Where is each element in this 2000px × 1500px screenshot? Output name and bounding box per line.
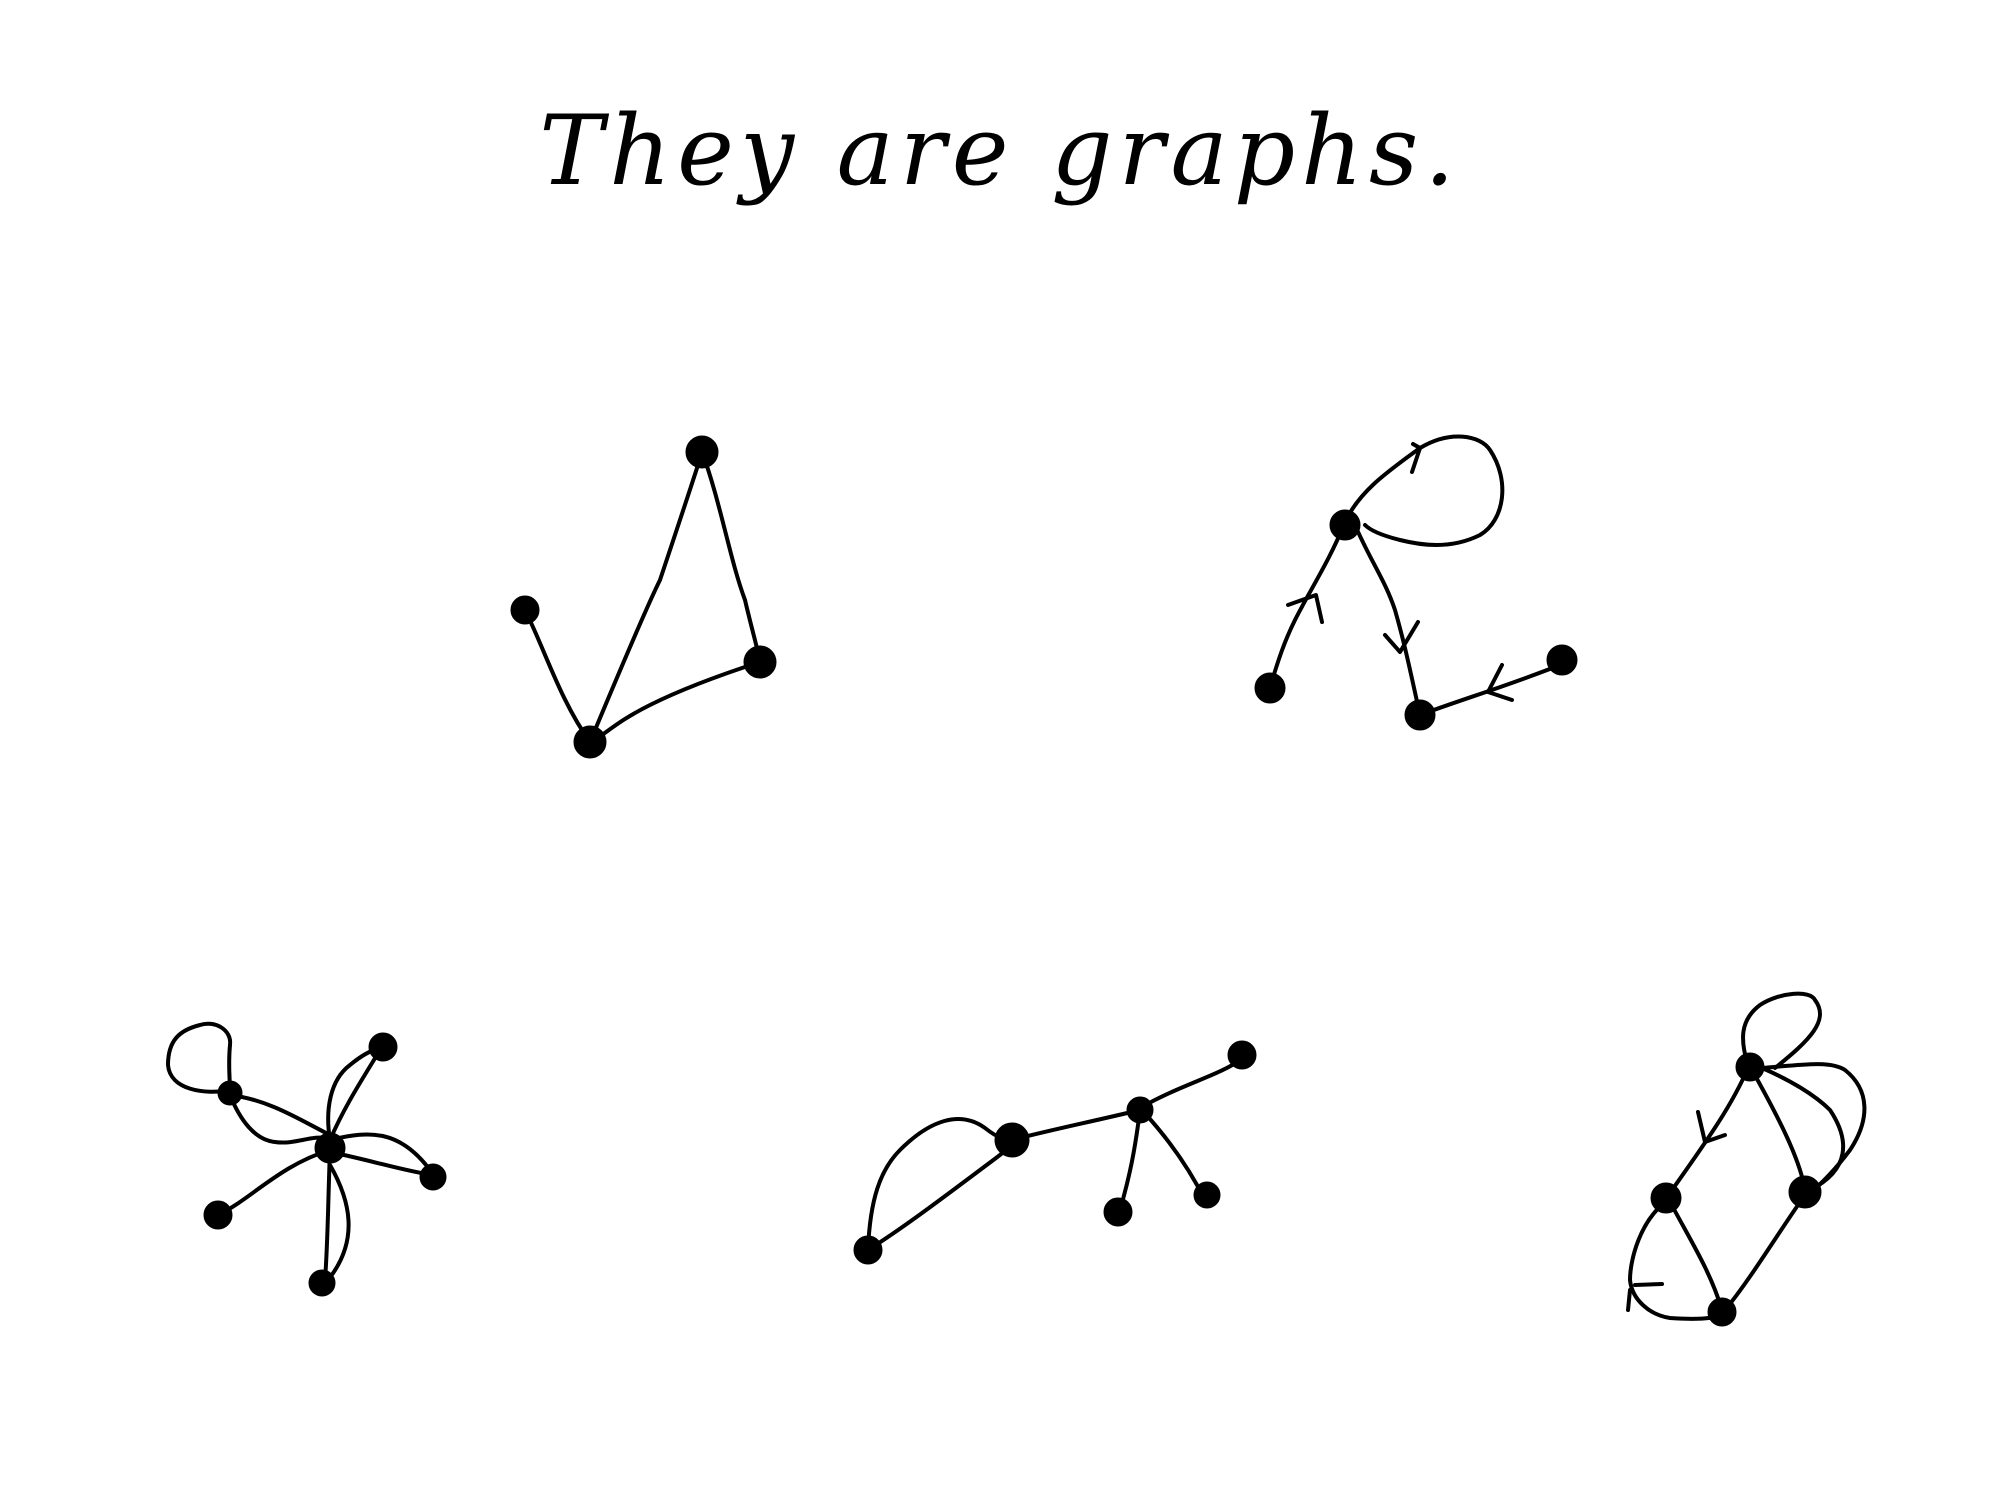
edge — [1666, 1196, 1724, 1312]
edge — [1760, 1062, 1867, 1197]
node — [1546, 644, 1578, 676]
node — [1254, 672, 1286, 704]
edge — [700, 450, 762, 664]
arrow-head — [1286, 593, 1324, 624]
node — [203, 1200, 233, 1230]
node — [1126, 1096, 1154, 1124]
edge — [523, 608, 592, 744]
arrow-head — [1696, 1110, 1727, 1144]
node — [1103, 1197, 1133, 1227]
node — [1329, 509, 1361, 541]
edge — [1750, 1068, 1807, 1192]
node — [314, 1132, 346, 1164]
node — [1707, 1297, 1737, 1327]
node — [1788, 1175, 1822, 1209]
arrow-head — [1486, 663, 1514, 702]
arrow-head — [1410, 442, 1422, 474]
arrow-head — [1383, 620, 1420, 654]
edge-loop — [1343, 434, 1505, 547]
edge — [588, 450, 704, 744]
edge — [228, 1093, 332, 1137]
graph-tree — [853, 1040, 1257, 1265]
node — [853, 1235, 883, 1265]
edge — [590, 660, 762, 744]
edge — [1010, 1108, 1142, 1142]
graph-star — [166, 1021, 447, 1297]
edge — [1138, 1106, 1207, 1202]
node — [217, 1080, 243, 1106]
edge — [228, 1093, 332, 1145]
node — [1735, 1052, 1765, 1082]
edge — [866, 1117, 1014, 1252]
edge — [326, 1163, 351, 1282]
page-title: They are graphs. — [539, 95, 1461, 207]
node — [1227, 1040, 1257, 1070]
node — [1193, 1181, 1221, 1209]
node — [685, 435, 719, 469]
node — [994, 1122, 1030, 1158]
node — [308, 1269, 336, 1297]
edge — [1268, 520, 1347, 690]
graph-cycle — [1626, 991, 1867, 1327]
node — [1404, 699, 1436, 731]
edge — [1628, 1198, 1724, 1321]
edge — [323, 1148, 332, 1282]
edge — [1353, 523, 1422, 717]
edge — [328, 1132, 432, 1172]
node — [573, 725, 607, 759]
edge — [1626, 1282, 1664, 1312]
node — [743, 645, 777, 679]
edge — [1723, 1193, 1807, 1312]
edge — [1663, 1066, 1750, 1202]
graph-triangle — [510, 435, 777, 759]
edge-loop — [1741, 991, 1822, 1070]
node — [419, 1163, 447, 1191]
edge — [866, 1141, 1014, 1252]
node — [510, 595, 540, 625]
node — [368, 1032, 398, 1062]
node — [1650, 1182, 1682, 1214]
graph-directed — [1254, 434, 1578, 731]
edge-loop — [166, 1021, 233, 1094]
edge — [1138, 1058, 1242, 1110]
edge — [1118, 1108, 1142, 1212]
edge — [216, 1148, 332, 1217]
